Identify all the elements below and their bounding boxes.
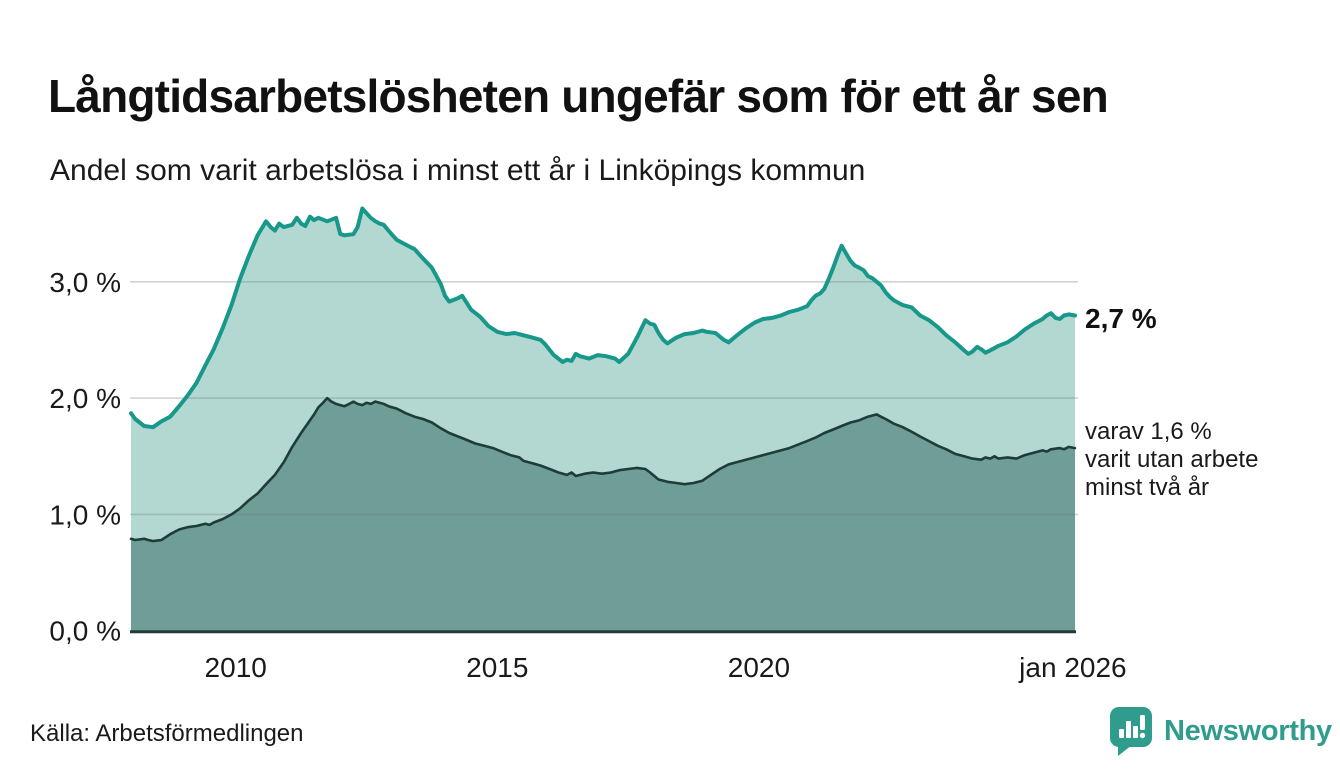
newsworthy-logo-icon bbox=[1110, 707, 1152, 756]
y-tick-label: 2,0 % bbox=[49, 383, 121, 414]
end-sub-line: varit utan arbete bbox=[1085, 446, 1258, 473]
end-sub-line: minst två år bbox=[1085, 474, 1209, 501]
end-sub-line: varav 1,6 % bbox=[1085, 418, 1212, 445]
source-note: Källa: Arbetsförmedlingen bbox=[30, 720, 304, 747]
newsworthy-logo: Newsworthy bbox=[1108, 705, 1332, 757]
logo-bars bbox=[1119, 715, 1146, 739]
y-tick-label: 0,0 % bbox=[49, 616, 121, 647]
end-value-label: 2,7 % bbox=[1085, 303, 1157, 334]
y-tick-label: 3,0 % bbox=[49, 267, 121, 298]
x-tick-label: 2020 bbox=[728, 652, 790, 683]
logo-bubble-tail bbox=[1118, 745, 1132, 756]
x-tick-label: 2015 bbox=[466, 652, 528, 683]
x-axis-labels: 2010 2015 2020 jan 2026 bbox=[205, 652, 1127, 683]
area-chart: 3,0 % 2,0 % 1,0 % 0,0 % 2010 2015 2020 j… bbox=[49, 206, 1258, 683]
end-sub-label: varav 1,6 % varit utan arbete minst två … bbox=[1085, 418, 1258, 501]
page-subtitle: Andel som varit arbetslösa i minst ett å… bbox=[50, 154, 866, 187]
y-tick-label: 1,0 % bbox=[49, 499, 121, 530]
x-tick-label: 2010 bbox=[205, 652, 267, 683]
series-two-year-line bbox=[129, 396, 1077, 543]
page-title: Långtidsarbetslösheten ungefär som för e… bbox=[48, 69, 1109, 122]
series-total-line bbox=[129, 206, 1077, 430]
gridlines bbox=[130, 281, 1078, 516]
area-two-year-fill bbox=[131, 398, 1075, 631]
x-tick-label: jan 2026 bbox=[1018, 652, 1126, 683]
y-axis-labels: 3,0 % 2,0 % 1,0 % 0,0 % bbox=[49, 267, 121, 647]
newsworthy-logo-text: Newsworthy bbox=[1164, 714, 1332, 747]
